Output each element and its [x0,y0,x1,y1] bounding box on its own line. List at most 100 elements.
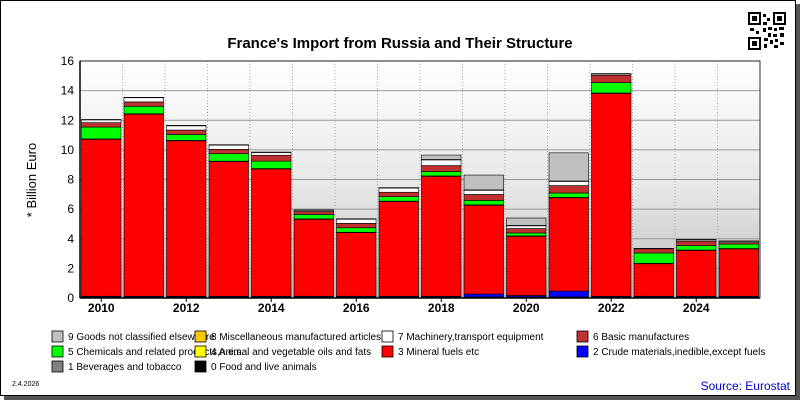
bar-segment-2010-s6 [81,122,122,128]
x-tick-labels: 2010 2012 2014 2016 2018 2020 2022 2024 [88,298,710,315]
bar-segment-2018-s3 [421,175,462,297]
bar-segment-2021-s5 [548,192,589,198]
y-tick-label: 8 [67,173,74,187]
bar-segment-2016-s7 [336,218,377,224]
bar-segment-2020-s9 [506,217,547,226]
legend-swatch [194,360,207,373]
bar-segment-2018-s7 [421,159,462,166]
qr-code-icon [748,12,786,50]
bar-segment-2013-s6 [208,148,249,155]
bar-segment-2024-s3 [676,250,717,297]
bar-segment-2014-s5 [251,160,292,169]
bar-segment-2018-s5 [421,171,462,177]
legend-swatch [51,360,64,373]
bar-segment-2010-s5 [81,126,122,140]
bar-segment-2021-s3 [548,197,589,292]
bar-segment-2019-s7 [463,189,504,195]
bar-segment-2011-s8 [123,96,164,99]
y-tick-label: 2 [67,261,74,275]
legend-label: 4 Animal and vegetable oils and fats [211,347,371,358]
x-tick-label: 2020 [513,301,540,315]
bar-segment-2010-s8 [81,119,122,121]
bar-segment-2016-s3 [336,232,377,297]
bar-segment-2017-s5 [378,196,419,202]
legend-swatch [194,330,207,343]
bar-segment-2015-s8 [293,209,334,211]
y-tick-label: 12 [61,113,75,127]
bar-segment-2017-s8 [378,187,419,189]
bar-segment-2019-s5 [463,200,504,206]
y-tick-label: 14 [61,84,75,98]
y-tick-label: 0 [67,291,74,305]
chart-title: France's Import from Russia and Their St… [227,35,572,52]
bar-segment-2013-s8 [208,144,249,146]
bar-segment-2025-s5 [718,243,759,249]
y-tick-label: 10 [61,143,75,157]
x-tick-label: 2018 [428,301,455,315]
footer-source: Source: Eurostat [701,379,791,393]
legend-swatch [381,330,394,343]
bar-segment-2021-s7 [548,180,589,186]
bar-segment-2015-s6 [293,211,334,215]
bar-segment-2017-s3 [378,201,419,297]
bar-segment-2014-s6 [251,154,292,162]
bar-segment-2010-s3 [81,138,122,297]
bar-segment-2024-s6 [676,240,717,246]
bar-segment-2020-s5 [506,232,547,237]
bar-segment-2023-s6 [633,248,674,254]
x-tick-label: 2016 [343,301,370,315]
bar-segment-2022-s5 [591,82,632,94]
bar-segment-2019-s6 [463,194,504,201]
x-tick-label: 2024 [683,301,710,315]
bar-segment-2025-s8 [718,240,759,242]
bar-segment-2012-s8 [166,125,207,127]
bar-segment-2012-s6 [166,129,207,135]
bar-segment-2022-s3 [591,92,632,297]
bar-segment-2016-s6 [336,223,377,229]
bar-segment-2016-s8 [336,218,377,220]
bar-segment-2022-s6 [591,74,632,83]
bar-segment-2020-s6 [506,228,547,234]
bar-segment-2021-s9 [548,152,589,182]
x-tick-label: 2022 [598,301,625,315]
bar-segment-2015-s3 [293,218,334,297]
bar-segment-2014-s8 [251,151,292,153]
y-tick-label: 16 [61,54,75,68]
legend-label: 1 Beverages and tobacco [68,362,182,373]
legend-swatch [194,345,207,358]
bar-segment-2018-s6 [421,165,462,172]
legend-swatch [576,345,589,358]
legend-swatch [51,345,64,358]
y-tick-label: 6 [67,202,74,216]
bar-segment-2019-s3 [463,204,504,295]
bar-segment-2011-s3 [123,113,164,297]
bar-segment-2017-s6 [378,191,419,197]
bar-segment-2017-s7 [378,187,419,193]
bar-segment-2024-s5 [676,245,717,251]
bar-segment-2023-s5 [633,252,674,264]
axes [79,60,761,299]
legend-label: 0 Food and live animals [211,362,317,373]
x-tick-label: 2010 [88,301,115,315]
bar-segment-2022-s8 [591,73,632,75]
plot-border [79,60,761,299]
footer-date: 2.4.2026 [12,381,39,388]
bar-segment-2012-s3 [166,140,207,297]
legend-swatch [51,330,64,343]
bar-segment-2023-s3 [633,263,674,297]
bar-segment-2025-s3 [718,248,759,297]
bar-segment-2011-s7 [123,97,164,103]
x-tick-label: 2014 [258,301,285,315]
bar-segment-2018-s9 [421,154,462,160]
legend-swatch [576,330,589,343]
legend-label: 7 Machinery,transport equipment [398,332,544,343]
bar-segment-2021-s2 [548,290,589,298]
bar-segment-2012-s7 [166,125,207,131]
legend-label: 6 Basic manufactures [593,332,689,343]
legend-label: 8 Miscellaneous manufactured articles [211,332,381,343]
legend-label: 2 Crude materials,inedible,except fuels [593,347,765,358]
x-tick-label: 2012 [173,301,200,315]
bar-segment-2013-s7 [208,144,249,150]
bar-segment-2019-s2 [463,293,504,298]
